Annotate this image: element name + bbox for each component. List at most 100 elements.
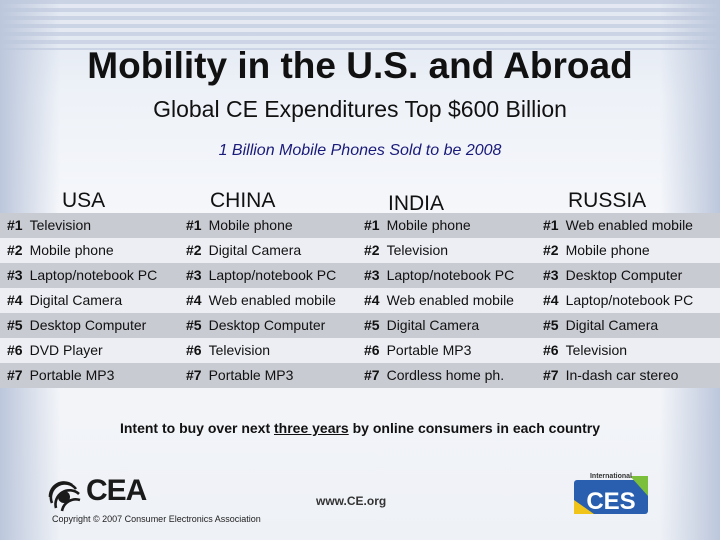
rank-cell-china: #1 Mobile phone <box>186 213 293 238</box>
rank-cell-india: #1 Mobile phone <box>364 213 471 238</box>
rank-item: Portable MP3 <box>208 367 294 383</box>
rank-cell-russia: #4 Laptop/notebook PC <box>543 288 693 313</box>
rank-cell-russia: #3 Desktop Computer <box>543 263 682 288</box>
slide-note: 1 Billion Mobile Phones Sold to be 2008 <box>218 142 502 159</box>
rank-number: #5 <box>543 317 559 333</box>
country-china: CHINA <box>210 189 276 212</box>
table-row: #2 Mobile phone #2 Digital Camera #2 Televisi… <box>0 238 720 263</box>
ces-logo: International CES <box>574 473 648 515</box>
rank-cell-china: #6 Television <box>186 338 270 363</box>
rank-number: #4 <box>543 292 559 308</box>
rank-cell-china: #5 Desktop Computer <box>186 313 325 338</box>
rank-item: Portable MP3 <box>386 342 472 358</box>
rank-cell-usa: #5 Desktop Computer <box>7 313 146 338</box>
rank-cell-india: #6 Portable MP3 <box>364 338 471 363</box>
slide-title: Mobility in the U.S. and Abroad <box>87 45 633 86</box>
rank-number: #2 <box>543 242 559 258</box>
rank-cell-usa: #7 Portable MP3 <box>7 363 114 388</box>
rank-item: Web enabled mobile <box>208 292 336 308</box>
rank-number: #6 <box>186 342 202 358</box>
table-row: #4 Digital Camera #4 Web enabled mobile #4 We… <box>0 288 720 313</box>
country-usa: USA <box>62 189 106 212</box>
copyright-text: Copyright © 2007 Consumer Electronics As… <box>52 514 261 524</box>
cea-logo-text: CEA <box>86 474 147 507</box>
rank-number: #2 <box>186 242 202 258</box>
intent-caption: Intent to buy over next three years by o… <box>0 420 720 436</box>
table-row: #6 DVD Player #6 Television #6 Portable MP3 #6… <box>0 338 720 363</box>
rank-item: Portable MP3 <box>29 367 115 383</box>
rank-cell-usa: #1 Television <box>7 213 91 238</box>
table-row: #3 Laptop/notebook PC #3 Laptop/notebook PC… <box>0 263 720 288</box>
rank-number: #6 <box>543 342 559 358</box>
rank-item: Television <box>29 217 92 233</box>
rank-number: #2 <box>364 242 380 258</box>
rank-item: Web enabled mobile <box>386 292 514 308</box>
rank-item: Digital Camera <box>386 317 480 333</box>
header-stripes <box>0 0 720 50</box>
rank-item: Television <box>565 342 628 358</box>
rank-cell-russia: #6 Television <box>543 338 627 363</box>
intent-underlined: three years <box>274 420 349 436</box>
intent-before: Intent to buy over next <box>119 420 274 436</box>
rank-cell-usa: #3 Laptop/notebook PC <box>7 263 157 288</box>
table-row: #5 Desktop Computer #5 Desktop Computer #5 Di… <box>0 313 720 338</box>
rank-number: #1 <box>186 217 202 233</box>
rank-cell-usa: #2 Mobile phone <box>7 238 114 263</box>
rank-item: Digital Camera <box>29 292 123 308</box>
rank-number: #3 <box>364 267 380 283</box>
rank-item: Television <box>208 342 271 358</box>
rank-number: #5 <box>7 317 23 333</box>
rank-number: #1 <box>543 217 559 233</box>
rank-item: Laptop/notebook PC <box>386 267 515 283</box>
rank-cell-russia: #1 Web enabled mobile <box>543 213 693 238</box>
rank-number: #5 <box>186 317 202 333</box>
rank-number: #3 <box>543 267 559 283</box>
rank-item: Laptop/notebook PC <box>565 292 694 308</box>
rank-item: In-dash car stereo <box>565 367 679 383</box>
rank-number: #7 <box>186 367 202 383</box>
rank-item: DVD Player <box>29 342 103 358</box>
rank-cell-china: #3 Laptop/notebook PC <box>186 263 336 288</box>
rank-cell-usa: #6 DVD Player <box>7 338 103 363</box>
rank-cell-india: #3 Laptop/notebook PC <box>364 263 514 288</box>
rank-number: #3 <box>7 267 23 283</box>
website-link[interactable]: www.CE.org <box>316 494 387 508</box>
rank-cell-usa: #4 Digital Camera <box>7 288 122 313</box>
rank-cell-russia: #2 Mobile phone <box>543 238 650 263</box>
cea-globe-icon <box>48 481 81 512</box>
rank-number: #3 <box>186 267 202 283</box>
rank-number: #1 <box>364 217 380 233</box>
rank-cell-india: #4 Web enabled mobile <box>364 288 514 313</box>
rank-item: Desktop Computer <box>29 317 147 333</box>
rank-number: #1 <box>7 217 23 233</box>
rank-cell-china: #4 Web enabled mobile <box>186 288 336 313</box>
rank-number: #4 <box>364 292 380 308</box>
rank-item: Laptop/notebook PC <box>208 267 337 283</box>
rank-item: Mobile phone <box>565 242 650 258</box>
rank-cell-india: #2 Television <box>364 238 448 263</box>
rank-item: Mobile phone <box>208 217 293 233</box>
rank-number: #7 <box>7 367 23 383</box>
rank-number: #4 <box>7 292 23 308</box>
rank-item: Digital Camera <box>208 242 302 258</box>
rank-number: #5 <box>364 317 380 333</box>
rank-number: #6 <box>7 342 23 358</box>
rank-number: #2 <box>7 242 23 258</box>
table-row: #7 Portable MP3 #7 Portable MP3 #7 Cordless h… <box>0 363 720 388</box>
country-india: INDIA <box>388 192 445 215</box>
rank-cell-russia: #5 Digital Camera <box>543 313 658 338</box>
rank-cell-russia: #7 In-dash car stereo <box>543 363 678 388</box>
intent-after: by online consumers in each country <box>348 420 601 436</box>
table-row: #1 Television #1 Mobile phone #1 Mobile phone… <box>0 213 720 238</box>
rank-item: Mobile phone <box>29 242 114 258</box>
rank-item: Mobile phone <box>386 217 471 233</box>
rank-cell-india: #7 Cordless home ph. <box>364 363 504 388</box>
rank-item: Desktop Computer <box>208 317 326 333</box>
rank-cell-china: #2 Digital Camera <box>186 238 301 263</box>
rank-cell-india: #5 Digital Camera <box>364 313 479 338</box>
rank-item: Television <box>386 242 449 258</box>
rank-item: Laptop/notebook PC <box>29 267 158 283</box>
rank-item: Desktop Computer <box>565 267 683 283</box>
rank-item: Digital Camera <box>565 317 659 333</box>
rank-cell-china: #7 Portable MP3 <box>186 363 293 388</box>
